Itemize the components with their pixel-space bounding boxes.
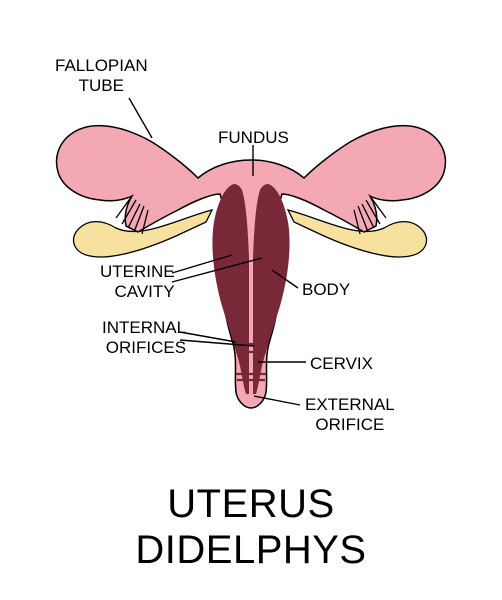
uterine-cavity-left bbox=[212, 184, 249, 394]
diagram-title-line1: UTERUS bbox=[0, 482, 502, 527]
label-fundus: FUNDUS bbox=[218, 128, 289, 148]
label-cervix: CERVIX bbox=[310, 354, 373, 374]
label-fallopian-tube: FALLOPIAN TUBE bbox=[55, 56, 148, 95]
label-body: BODY bbox=[302, 280, 350, 300]
label-external-orifice: EXTERNAL ORIFICE bbox=[305, 395, 395, 434]
label-uterine-cavity: UTERINE CAVITY bbox=[100, 262, 175, 301]
label-internal-orifices: INTERNAL ORIFICES bbox=[102, 318, 186, 357]
diagram-title-line2: DIDELPHYS bbox=[0, 528, 502, 573]
